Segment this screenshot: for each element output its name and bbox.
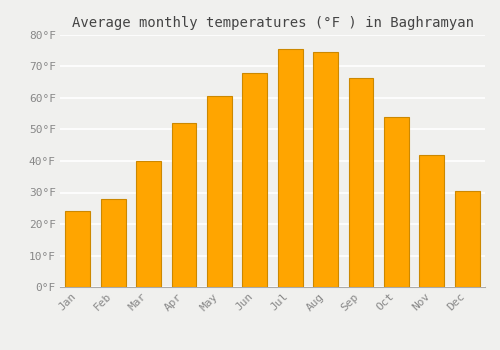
Bar [207,96,232,287]
Bar [100,199,126,287]
Bar [136,161,161,287]
Bar [172,123,196,287]
Bar [313,52,338,287]
Bar [348,77,374,287]
Bar [242,73,267,287]
Bar [66,211,90,287]
Bar [455,191,479,287]
Bar [278,49,302,287]
Title: Average monthly temperatures (°F ) in Baghramyan: Average monthly temperatures (°F ) in Ba… [72,16,473,30]
Bar [420,155,444,287]
Bar [384,117,409,287]
